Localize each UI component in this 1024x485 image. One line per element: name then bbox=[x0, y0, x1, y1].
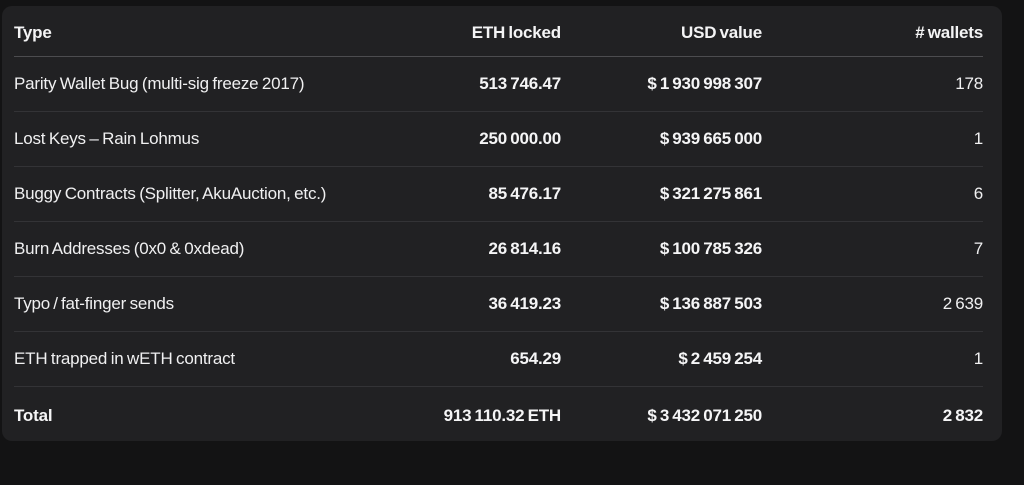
cell-wallets: 178 bbox=[762, 56, 983, 112]
table-row: Parity Wallet Bug (multi-sig freeze 2017… bbox=[14, 56, 983, 112]
cell-type: ETH trapped in wETH contract bbox=[14, 331, 372, 387]
cell-type: Typo / fat-finger sends bbox=[14, 276, 372, 332]
cell-total-eth-locked: 913 110.32 ETH bbox=[443, 406, 562, 425]
column-header-usd-value: USD value bbox=[561, 6, 762, 57]
cell-type: Lost Keys – Rain Lohmus bbox=[14, 111, 372, 167]
cell-wallets: 7 bbox=[762, 221, 983, 277]
cell-type: Buggy Contracts (Splitter, AkuAuction, e… bbox=[14, 166, 372, 222]
cell-total-usd-value: $ 3 432 071 250 bbox=[647, 406, 762, 425]
column-header-wallets: # wallets bbox=[762, 6, 983, 57]
lost-eth-table: Type ETH locked USD value # wallets Pari… bbox=[14, 6, 983, 441]
table-row: Lost Keys – Rain Lohmus 250 000.00 $ 939… bbox=[14, 111, 983, 167]
cell-total-label: Total bbox=[14, 406, 53, 425]
column-header-eth-locked: ETH locked bbox=[372, 6, 561, 57]
cell-eth-locked: 513 746.47 bbox=[372, 56, 561, 112]
cell-wallets: 6 bbox=[762, 166, 983, 222]
cell-wallets: 1 bbox=[762, 111, 983, 167]
table-row: Typo / fat-finger sends 36 419.23 $ 136 … bbox=[14, 276, 983, 332]
cell-usd-value: $ 100 785 326 bbox=[561, 221, 762, 277]
cell-usd-value: $ 939 665 000 bbox=[561, 111, 762, 167]
cell-wallets: 2 639 bbox=[762, 276, 983, 332]
table-row: Burn Addresses (0x0 & 0xdead) 26 814.16 … bbox=[14, 221, 983, 277]
cell-wallets: 1 bbox=[762, 331, 983, 387]
cell-eth-locked: 26 814.16 bbox=[372, 221, 561, 277]
cell-usd-value: $ 321 275 861 bbox=[561, 166, 762, 222]
cell-eth-locked: 36 419.23 bbox=[372, 276, 561, 332]
cell-total-wallets: 2 832 bbox=[942, 406, 983, 425]
lost-eth-table-card: Type ETH locked USD value # wallets Pari… bbox=[2, 6, 1002, 441]
table-row: Buggy Contracts (Splitter, AkuAuction, e… bbox=[14, 166, 983, 222]
cell-eth-locked: 250 000.00 bbox=[372, 111, 561, 167]
cell-usd-value: $ 136 887 503 bbox=[561, 276, 762, 332]
cell-type: Parity Wallet Bug (multi-sig freeze 2017… bbox=[14, 56, 372, 112]
cell-usd-value: $ 2 459 254 bbox=[561, 331, 762, 387]
cell-type: Burn Addresses (0x0 & 0xdead) bbox=[14, 221, 372, 277]
table-row: ETH trapped in wETH contract 654.29 $ 2 … bbox=[14, 331, 983, 387]
cell-usd-value: $ 1 930 998 307 bbox=[561, 56, 762, 112]
table-header-row: Type ETH locked USD value # wallets bbox=[14, 6, 983, 57]
table-total-row: Total 913 110.32 ETH $ 3 432 071 250 2 8… bbox=[14, 387, 983, 442]
cell-eth-locked: 85 476.17 bbox=[372, 166, 561, 222]
column-header-type: Type bbox=[14, 6, 372, 57]
cell-eth-locked: 654.29 bbox=[372, 331, 561, 387]
